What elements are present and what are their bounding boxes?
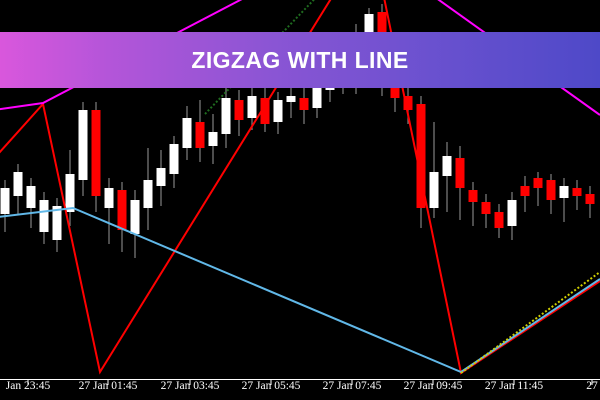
candle-body [208, 132, 218, 146]
x-tick-label: 27 Jan 01:45 [78, 380, 138, 392]
x-tick-label: 27 Jan 09:45 [403, 380, 463, 392]
candle-body [546, 180, 556, 200]
x-tick-label: 27 Jan 03:45 [160, 380, 220, 392]
x-tick-label: 27 [586, 380, 598, 392]
candle-body [455, 158, 465, 188]
candle-body [585, 194, 595, 204]
candle-body [39, 200, 49, 232]
page-title: ZIGZAG WITH LINE [191, 46, 409, 73]
candle-body [117, 190, 127, 230]
candle-body [572, 188, 582, 196]
candle-body [13, 172, 23, 196]
candle-body [286, 96, 296, 102]
x-axis-labels: Jan 23:45 27 Jan 01:45 27 Jan 03:45 27 Jan … [0, 380, 600, 400]
candle-body [52, 206, 62, 240]
zigzag-lines-layer [0, 0, 600, 375]
candle-body [260, 98, 270, 124]
series-support-skyblue [0, 206, 600, 374]
candle-body [156, 168, 166, 186]
candle-body [26, 186, 36, 208]
x-axis-ticks [27, 380, 593, 385]
series-trend-green [204, 0, 315, 115]
candle-body [403, 96, 413, 110]
candle-body [195, 122, 205, 148]
candle-body [507, 200, 517, 226]
series-zigzag-magenta [0, 0, 600, 116]
candle-body [247, 96, 257, 118]
candle-body [221, 98, 231, 134]
candle-body [130, 200, 140, 234]
candle-body [520, 186, 530, 196]
chart-title-banner: ZIGZAG WITH LINE [0, 32, 600, 88]
candle-body [416, 104, 426, 208]
candle-body [104, 188, 114, 208]
candle-body [533, 178, 543, 188]
candle-body [481, 202, 491, 214]
candle-body [91, 110, 101, 196]
x-tick-label: Jan 23:45 [5, 380, 51, 392]
x-tick-label: 27 Jan 07:45 [322, 380, 382, 392]
candle-body [299, 98, 309, 110]
series-support-yellow [460, 271, 600, 374]
candle-body [65, 174, 75, 212]
candle-body [143, 180, 153, 208]
candle-body [390, 84, 400, 98]
candle-body [559, 186, 569, 198]
x-tick-label: 27 Jan 11:45 [484, 380, 544, 392]
candle-body [234, 100, 244, 120]
candle-body [273, 100, 283, 122]
candle-body [442, 156, 452, 176]
candle-body [494, 212, 504, 228]
candle-body [182, 118, 192, 148]
candle-body [78, 110, 88, 180]
candle-body [429, 172, 439, 208]
candle-body [468, 190, 478, 202]
candle-body [312, 88, 322, 108]
candle-body [0, 188, 10, 214]
candle-body [169, 144, 179, 174]
x-tick-label: 27 Jan 05:45 [241, 380, 301, 392]
